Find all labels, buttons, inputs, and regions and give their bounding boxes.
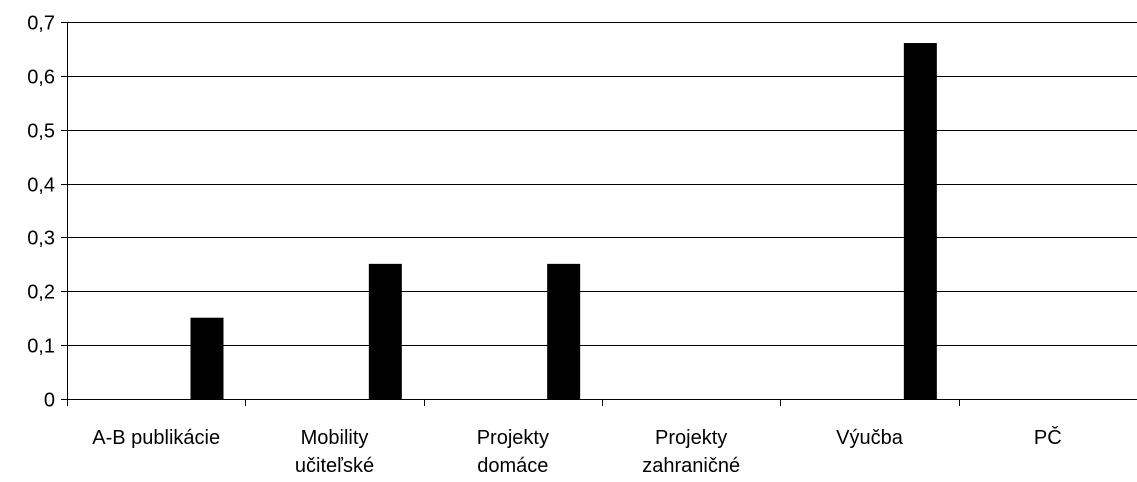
x-category-label: Projekty zahraničné (642, 427, 740, 477)
bar (190, 317, 224, 400)
x-category-label: Mobility učiteľské (295, 427, 374, 477)
x-category-label-line: učiteľské (295, 455, 374, 477)
x-category-label-line: Výučba (836, 427, 904, 449)
x-category-label-line: Projekty (477, 427, 549, 449)
x-category-label-line: Projekty (655, 427, 727, 449)
x-category-label-line: PČ (1034, 426, 1062, 449)
x-category-label-line: zahraničné (642, 455, 740, 477)
y-tick-label: 0 (44, 390, 55, 412)
bar (368, 263, 402, 400)
bar (547, 263, 581, 400)
y-tick-label: 0,4 (27, 175, 55, 197)
bar (903, 43, 937, 400)
x-category-label: A-B publikácie (92, 427, 220, 449)
x-category-label-line: domáce (477, 455, 548, 477)
x-category-label: PČ (1034, 426, 1062, 449)
y-tick-label: 0,3 (27, 228, 55, 250)
y-tick-label: 0,2 (27, 282, 55, 304)
y-tick-label: 0,6 (27, 67, 55, 89)
x-category-label: Projekty domáce (477, 427, 549, 477)
x-category-label-line: A-B publikácie (92, 427, 220, 449)
y-tick-label: 0,1 (27, 336, 55, 358)
x-category-label: Výučba (836, 427, 904, 449)
y-tick-label: 0,5 (27, 121, 55, 143)
y-tick-label: 0,7 (27, 13, 55, 35)
x-category-label-line: Mobility (301, 427, 369, 449)
